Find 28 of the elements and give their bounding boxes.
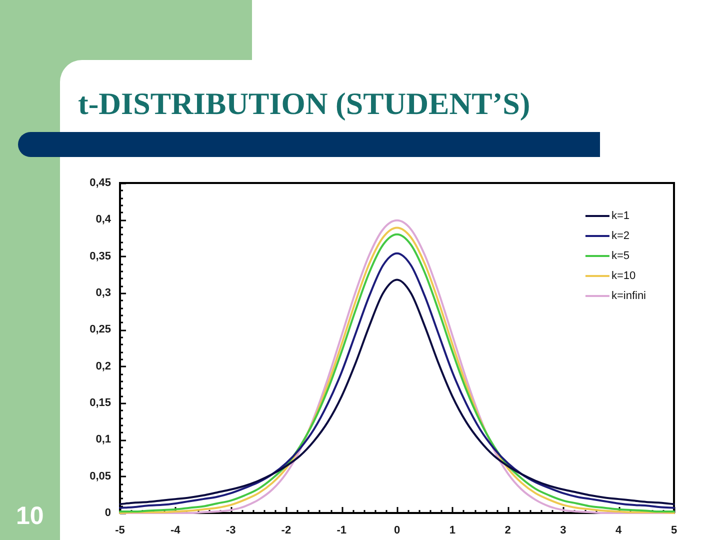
x-tick-label: -3 bbox=[226, 524, 236, 537]
legend-label: k=1 bbox=[611, 210, 630, 222]
y-tick-label: 0,35 bbox=[90, 250, 111, 262]
y-tick-label: 0,15 bbox=[90, 397, 111, 410]
x-tick-label: -1 bbox=[336, 524, 346, 537]
y-tick-label: 0,2 bbox=[96, 360, 111, 372]
y-tick-label: 0 bbox=[104, 507, 111, 520]
y-tick-label: 0,45 bbox=[90, 177, 111, 190]
text: 10 bbox=[16, 502, 44, 530]
legend-label: k=infini bbox=[611, 290, 646, 302]
y-tick-label: 0,4 bbox=[96, 214, 112, 226]
y-tick-label: 0,3 bbox=[96, 287, 111, 300]
y-tick-label: 0,1 bbox=[96, 434, 111, 446]
x-tick-label: 0 bbox=[394, 524, 400, 537]
x-tick-label: 4 bbox=[616, 524, 623, 537]
x-tick-label: 1 bbox=[449, 524, 456, 537]
x-tick-label: 3 bbox=[560, 524, 566, 537]
x-tick-label: 2 bbox=[504, 524, 511, 537]
x-tick-label: -5 bbox=[115, 524, 125, 537]
x-tick-label: 5 bbox=[670, 524, 678, 537]
legend-label: k=5 bbox=[611, 250, 630, 262]
chart-title: t-DISTRIBUTION (STUDENT’S) bbox=[78, 86, 530, 121]
y-tick-label: 0,25 bbox=[90, 324, 111, 336]
legend-label: k=2 bbox=[611, 230, 630, 242]
y-tick-label: 0,05 bbox=[90, 470, 111, 482]
x-tick-label: -4 bbox=[170, 524, 182, 537]
x-tick-label: -2 bbox=[281, 524, 292, 537]
legend-label: k=10 bbox=[611, 270, 636, 282]
